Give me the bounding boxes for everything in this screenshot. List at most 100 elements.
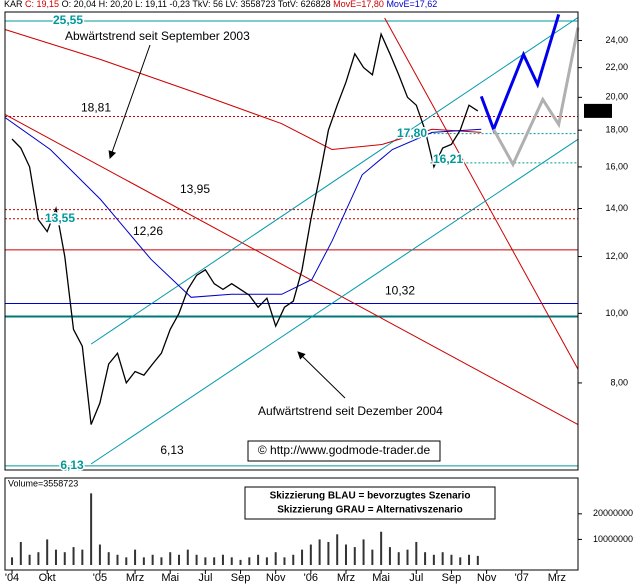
- level-label: 6,13: [60, 458, 84, 472]
- volume-bar: [353, 547, 356, 565]
- volume-bar: [46, 539, 49, 565]
- x-tick-label: Nov: [477, 572, 497, 584]
- volume-bar: [415, 541, 418, 565]
- volume-bar: [134, 549, 137, 565]
- x-tick-label: Mrz: [548, 572, 566, 584]
- forecast-path: [492, 27, 580, 168]
- level-label: 12,26: [133, 224, 163, 238]
- volume-bar: [283, 557, 286, 565]
- volume-bar: [230, 557, 233, 565]
- volume-bar: [441, 552, 444, 565]
- level-label: 25,55: [53, 13, 83, 27]
- volume-bar: [432, 554, 435, 565]
- price-frame: [4, 11, 579, 471]
- last-price-label: 19,15: [587, 105, 610, 115]
- x-tick-label: Mrz: [337, 572, 355, 584]
- volume-bar: [28, 554, 31, 565]
- volume-bar: [450, 554, 453, 565]
- volume-bar: [37, 552, 40, 565]
- volume-bar: [318, 539, 321, 565]
- x-tick-label: Nov: [266, 572, 286, 584]
- volume-bar: [169, 552, 172, 565]
- volume-bar: [90, 493, 93, 565]
- volume-bar: [186, 549, 189, 565]
- y-tick-label: 10,00: [605, 308, 628, 318]
- header-field: MovE=17,80: [333, 0, 384, 9]
- volume-frame: [4, 477, 579, 571]
- volume-bar: [344, 544, 347, 565]
- y-tick-label: 8,00: [610, 377, 628, 387]
- volume-bar: [178, 554, 181, 565]
- x-tick-label: Sep: [231, 572, 251, 584]
- x-tick-label: '07: [515, 572, 529, 584]
- header-field: O: 20,04 H: 20,20 L: 19,11 -0,23 TkV: 56…: [62, 0, 331, 9]
- legend-text: Skizzierung GRAU = Alternativszenario: [277, 505, 463, 516]
- volume-label: Volume=3558723: [8, 478, 78, 488]
- x-tick-label: Mai: [372, 572, 390, 584]
- moving-average: [4, 29, 482, 151]
- volume-bar: [116, 554, 119, 565]
- level-label: 13,95: [180, 182, 210, 196]
- volume-bar: [125, 557, 128, 565]
- x-tick-label: Mrz: [126, 572, 144, 584]
- volume-bar: [397, 552, 400, 565]
- level-label: 10,32: [385, 284, 415, 298]
- volume-bar: [265, 557, 268, 565]
- y-tick-label: 14,00: [605, 203, 628, 213]
- volume-bar: [160, 557, 163, 565]
- price-line: [11, 32, 479, 425]
- legend-box: [244, 486, 496, 520]
- x-tick-label: Jul: [198, 572, 212, 584]
- arrow: [297, 351, 346, 399]
- volume-bar: [309, 544, 312, 565]
- x-tick-label: '06: [304, 572, 318, 584]
- volume-bar: [72, 547, 75, 565]
- volume-bar: [292, 554, 295, 565]
- header-field: MovE=17,62: [386, 0, 437, 9]
- volume-tick-label: 20000000: [593, 508, 633, 518]
- volume-bar: [63, 552, 66, 565]
- header-field: C: 19,15: [25, 0, 59, 9]
- volume-bar: [11, 557, 14, 565]
- level-label: 13,55: [45, 211, 75, 225]
- y-tick-label: 18,00: [605, 125, 628, 135]
- x-tick-label: '04: [5, 572, 19, 584]
- volume-bar: [380, 531, 383, 565]
- annotation: Aufwärtstrend seit Dezember 2004: [258, 404, 443, 418]
- volume-bar: [257, 554, 260, 565]
- volume-tick-label: 10000000: [593, 534, 633, 544]
- annotation: Abwärtstrend seit September 2003: [65, 29, 250, 43]
- y-tick-label: 12,00: [605, 251, 628, 261]
- volume-bar: [221, 554, 224, 565]
- arrow: [108, 44, 151, 159]
- volume-bar: [468, 554, 471, 565]
- volume-bar: [213, 557, 216, 565]
- volume-bar: [248, 557, 251, 565]
- header-field: KAR: [4, 0, 23, 9]
- y-tick-label: 20,00: [605, 92, 628, 102]
- x-tick-label: Jul: [409, 572, 423, 584]
- y-tick-label: 24,00: [605, 35, 628, 45]
- volume-bar: [81, 549, 84, 565]
- copyright-box: [247, 440, 441, 462]
- level-label: 16,21: [433, 152, 463, 166]
- y-tick-label: 16,00: [605, 161, 628, 171]
- x-tick-label: '05: [93, 572, 107, 584]
- volume-bar: [151, 554, 154, 565]
- volume-bar: [371, 549, 374, 565]
- level-label: 17,80: [397, 126, 427, 140]
- volume-bar: [362, 539, 365, 565]
- annotation: © http://www.godmode-trader.de: [258, 443, 431, 457]
- price-panel: [4, 13, 580, 467]
- volume-bar: [388, 547, 391, 565]
- volume-bar: [424, 552, 427, 565]
- last-price-tag: [584, 103, 612, 118]
- volume-bar: [98, 544, 101, 565]
- volume-bar: [54, 549, 57, 565]
- annotation: 6,13: [160, 443, 184, 457]
- volume-bar: [239, 559, 242, 565]
- volume-bar: [274, 552, 277, 565]
- y-tick-label: 22,00: [605, 62, 628, 72]
- level-label: 18,81: [81, 101, 111, 115]
